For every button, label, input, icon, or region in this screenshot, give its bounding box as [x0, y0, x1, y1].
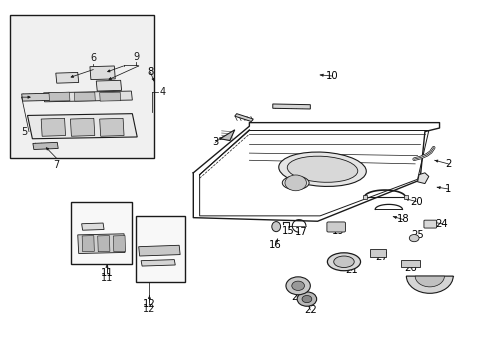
- Polygon shape: [417, 173, 428, 184]
- Text: 12: 12: [143, 299, 156, 309]
- Wedge shape: [414, 276, 444, 287]
- Text: 8: 8: [147, 67, 153, 77]
- Text: 11: 11: [101, 268, 113, 278]
- Bar: [369, 249, 385, 257]
- Polygon shape: [27, 114, 137, 139]
- Text: 26: 26: [403, 263, 416, 273]
- Polygon shape: [43, 91, 132, 102]
- Text: 18: 18: [396, 215, 408, 224]
- Polygon shape: [141, 260, 175, 266]
- Ellipse shape: [282, 176, 308, 190]
- Ellipse shape: [327, 253, 360, 271]
- Text: 14: 14: [145, 232, 158, 242]
- Bar: [363, 195, 366, 199]
- Polygon shape: [81, 223, 104, 230]
- Polygon shape: [100, 92, 121, 101]
- Polygon shape: [82, 235, 94, 252]
- FancyBboxPatch shape: [423, 220, 436, 228]
- Text: 15: 15: [282, 226, 294, 236]
- Polygon shape: [98, 235, 110, 252]
- Polygon shape: [74, 92, 95, 101]
- Polygon shape: [100, 118, 124, 136]
- Polygon shape: [96, 80, 122, 91]
- Polygon shape: [139, 245, 180, 256]
- Text: 1: 1: [444, 184, 450, 194]
- Bar: [71, 202, 132, 264]
- Text: 5: 5: [21, 127, 27, 136]
- Polygon shape: [56, 72, 79, 83]
- Text: 25: 25: [410, 230, 423, 239]
- Text: 19: 19: [331, 226, 344, 236]
- Text: 3: 3: [212, 138, 218, 147]
- Polygon shape: [90, 66, 115, 80]
- Circle shape: [285, 277, 310, 295]
- Circle shape: [297, 292, 316, 306]
- Circle shape: [291, 281, 304, 291]
- Text: 20: 20: [409, 197, 422, 207]
- Text: 13: 13: [101, 215, 113, 224]
- Text: 16: 16: [268, 240, 281, 250]
- Text: 11: 11: [101, 273, 113, 283]
- Text: 24: 24: [435, 219, 447, 229]
- Circle shape: [302, 296, 311, 303]
- Text: 13: 13: [101, 207, 113, 217]
- Text: 14: 14: [145, 227, 158, 237]
- Text: 6: 6: [90, 53, 96, 63]
- Polygon shape: [272, 104, 310, 109]
- Circle shape: [408, 234, 418, 242]
- Polygon shape: [220, 130, 234, 140]
- Wedge shape: [406, 276, 452, 293]
- Polygon shape: [78, 234, 125, 253]
- Polygon shape: [49, 92, 70, 101]
- Ellipse shape: [286, 156, 357, 182]
- Text: 10: 10: [325, 71, 338, 81]
- Text: 17: 17: [295, 227, 307, 237]
- Text: 9: 9: [133, 51, 139, 62]
- Text: 7: 7: [54, 160, 60, 170]
- Polygon shape: [234, 114, 253, 122]
- Ellipse shape: [278, 152, 366, 186]
- Text: 28: 28: [430, 280, 443, 290]
- Bar: [136, 216, 184, 282]
- Bar: [400, 260, 419, 267]
- Bar: [404, 195, 407, 199]
- Bar: [10, 15, 154, 158]
- Text: 2: 2: [444, 159, 450, 169]
- Polygon shape: [70, 118, 95, 136]
- Text: 21: 21: [345, 265, 357, 275]
- Polygon shape: [21, 93, 52, 101]
- Text: 27: 27: [375, 252, 387, 262]
- Text: 4: 4: [159, 87, 165, 97]
- Text: 22: 22: [304, 305, 316, 315]
- Circle shape: [285, 175, 306, 191]
- Text: 23: 23: [290, 292, 303, 302]
- Polygon shape: [33, 142, 58, 149]
- Text: 12: 12: [143, 304, 155, 314]
- Ellipse shape: [271, 222, 280, 231]
- Polygon shape: [113, 235, 125, 252]
- Polygon shape: [41, 118, 65, 136]
- FancyBboxPatch shape: [326, 222, 345, 232]
- Ellipse shape: [333, 256, 353, 267]
